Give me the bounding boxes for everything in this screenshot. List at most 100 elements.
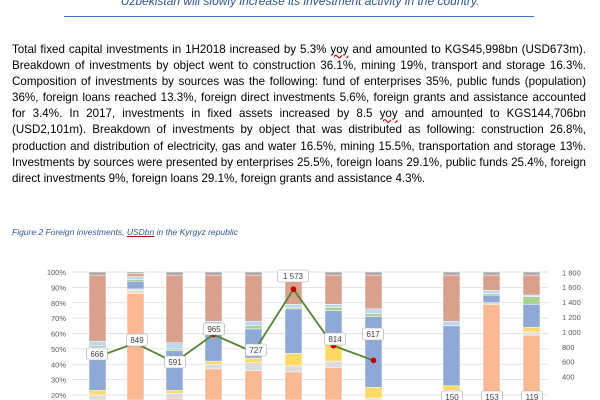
data-label-text: 666 bbox=[90, 350, 104, 359]
data-label-box bbox=[362, 327, 384, 341]
data-label-box bbox=[245, 343, 267, 357]
bar-segment bbox=[482, 290, 501, 294]
data-label-box bbox=[126, 333, 148, 347]
data-label-box bbox=[324, 332, 346, 346]
bar-segment bbox=[364, 271, 383, 276]
bar-segment bbox=[88, 271, 107, 276]
right-axis: 1 800 1 600 1 400 1 200 1 000 800 600 400 bbox=[562, 268, 581, 381]
data-label-text: 119 bbox=[526, 393, 539, 400]
right-tick-label: 400 bbox=[562, 373, 575, 382]
data-label: 591 bbox=[164, 355, 186, 369]
bar-segment bbox=[244, 362, 263, 371]
data-label: 119 bbox=[521, 390, 543, 400]
data-label: 617 bbox=[362, 327, 384, 341]
gridlines bbox=[72, 271, 548, 396]
bar-segment bbox=[442, 271, 461, 276]
right-tick-label: 1 200 bbox=[562, 313, 581, 322]
bar-segment bbox=[284, 371, 303, 400]
bar-segment bbox=[482, 274, 501, 291]
data-label: 153 bbox=[481, 390, 503, 400]
data-label: 150 bbox=[441, 390, 463, 400]
bar-segment bbox=[284, 365, 303, 373]
bar-segment bbox=[324, 360, 343, 368]
data-label-text: 814 bbox=[328, 335, 342, 344]
data-label-text: 150 bbox=[445, 393, 459, 400]
bar-segment bbox=[244, 320, 263, 327]
left-tick-label: 30% bbox=[51, 376, 66, 385]
data-label-box bbox=[203, 322, 225, 336]
right-tick-label: 600 bbox=[562, 358, 575, 367]
bar-segment bbox=[88, 390, 107, 396]
bar-segment bbox=[324, 274, 343, 305]
bar-segment bbox=[522, 327, 541, 333]
line-marker bbox=[290, 286, 297, 293]
bar-segment bbox=[284, 304, 303, 308]
bar-segment bbox=[482, 294, 501, 303]
bar-segment bbox=[88, 274, 107, 342]
bar-segment bbox=[522, 274, 541, 296]
bar-segment bbox=[482, 271, 501, 276]
spell-flag-word: yoy bbox=[379, 107, 398, 121]
figure-caption: Figure 2 Foreign investments, USDbn in t… bbox=[12, 227, 238, 237]
right-tick-label: 1 600 bbox=[562, 283, 581, 292]
bar-segment bbox=[126, 273, 145, 277]
data-label-box bbox=[277, 269, 309, 283]
bar-segment bbox=[284, 308, 303, 354]
bar-segment bbox=[165, 274, 184, 343]
right-tick-label: 1 400 bbox=[562, 298, 581, 307]
bar-segment bbox=[284, 353, 303, 367]
data-label-text: 591 bbox=[168, 358, 182, 367]
bar-segment bbox=[204, 274, 223, 322]
bar-segment bbox=[522, 296, 541, 305]
data-label: 965 bbox=[203, 322, 225, 336]
bar-segment bbox=[442, 274, 461, 322]
data-labels: 666 849 591 965 727 1 573 814 617 150 153 119 bbox=[86, 269, 543, 400]
bar-segment bbox=[204, 364, 223, 370]
bar-segment bbox=[88, 340, 107, 347]
bar-segment bbox=[324, 307, 343, 311]
bar-segment bbox=[244, 274, 263, 322]
data-label-text: 617 bbox=[366, 330, 380, 339]
data-label-box bbox=[86, 347, 108, 361]
right-tick-label: 1 000 bbox=[562, 328, 581, 337]
paragraph-segment: Total fixed capital investments in 1H201… bbox=[12, 43, 331, 56]
left-tick-label: 80% bbox=[51, 299, 66, 308]
bar-segment bbox=[482, 304, 501, 400]
data-label-box bbox=[164, 355, 186, 369]
bar-segment bbox=[364, 316, 383, 388]
data-label: 1 573 bbox=[277, 269, 309, 283]
data-label: 849 bbox=[126, 333, 148, 347]
bar-segment bbox=[88, 394, 107, 400]
bar-segment bbox=[324, 367, 343, 400]
bar-segment bbox=[522, 304, 541, 328]
left-tick-label: 40% bbox=[51, 360, 66, 369]
bar-segment bbox=[522, 271, 541, 276]
left-tick-label: 70% bbox=[51, 314, 66, 323]
bar-segment bbox=[126, 290, 145, 294]
bar-segment bbox=[244, 357, 263, 363]
top-divider bbox=[64, 16, 534, 17]
paragraph-segment: and amounted to KGS45,998bn (USD673m). B… bbox=[12, 43, 586, 121]
left-axis: 100% 90% 80% 70% 60% 50% 40% 30% 20% bbox=[47, 268, 67, 400]
data-label: 727 bbox=[245, 343, 267, 357]
figure-caption-prefix: Figure 2 Foreign investments, bbox=[12, 227, 127, 237]
bar-segment bbox=[522, 334, 541, 400]
left-tick-label: 20% bbox=[51, 391, 66, 400]
bar-segment bbox=[204, 368, 223, 400]
bar-segment bbox=[244, 325, 263, 330]
data-label: 666 bbox=[86, 347, 108, 361]
figure-caption-suffix: in the Kyrgyz republic bbox=[154, 227, 238, 237]
bar-segment bbox=[165, 390, 184, 394]
bar-segment bbox=[364, 387, 383, 399]
bar-segment bbox=[126, 280, 145, 290]
bar-segment bbox=[364, 274, 383, 310]
data-label-text: 727 bbox=[249, 346, 263, 355]
bar-segment bbox=[324, 271, 343, 276]
bar-segment bbox=[165, 342, 184, 350]
data-label-text: 849 bbox=[130, 336, 144, 345]
bar-segment bbox=[442, 385, 461, 391]
bar-segment bbox=[244, 370, 263, 400]
left-tick-label: 100% bbox=[47, 268, 67, 277]
data-label-text: 965 bbox=[207, 325, 221, 334]
